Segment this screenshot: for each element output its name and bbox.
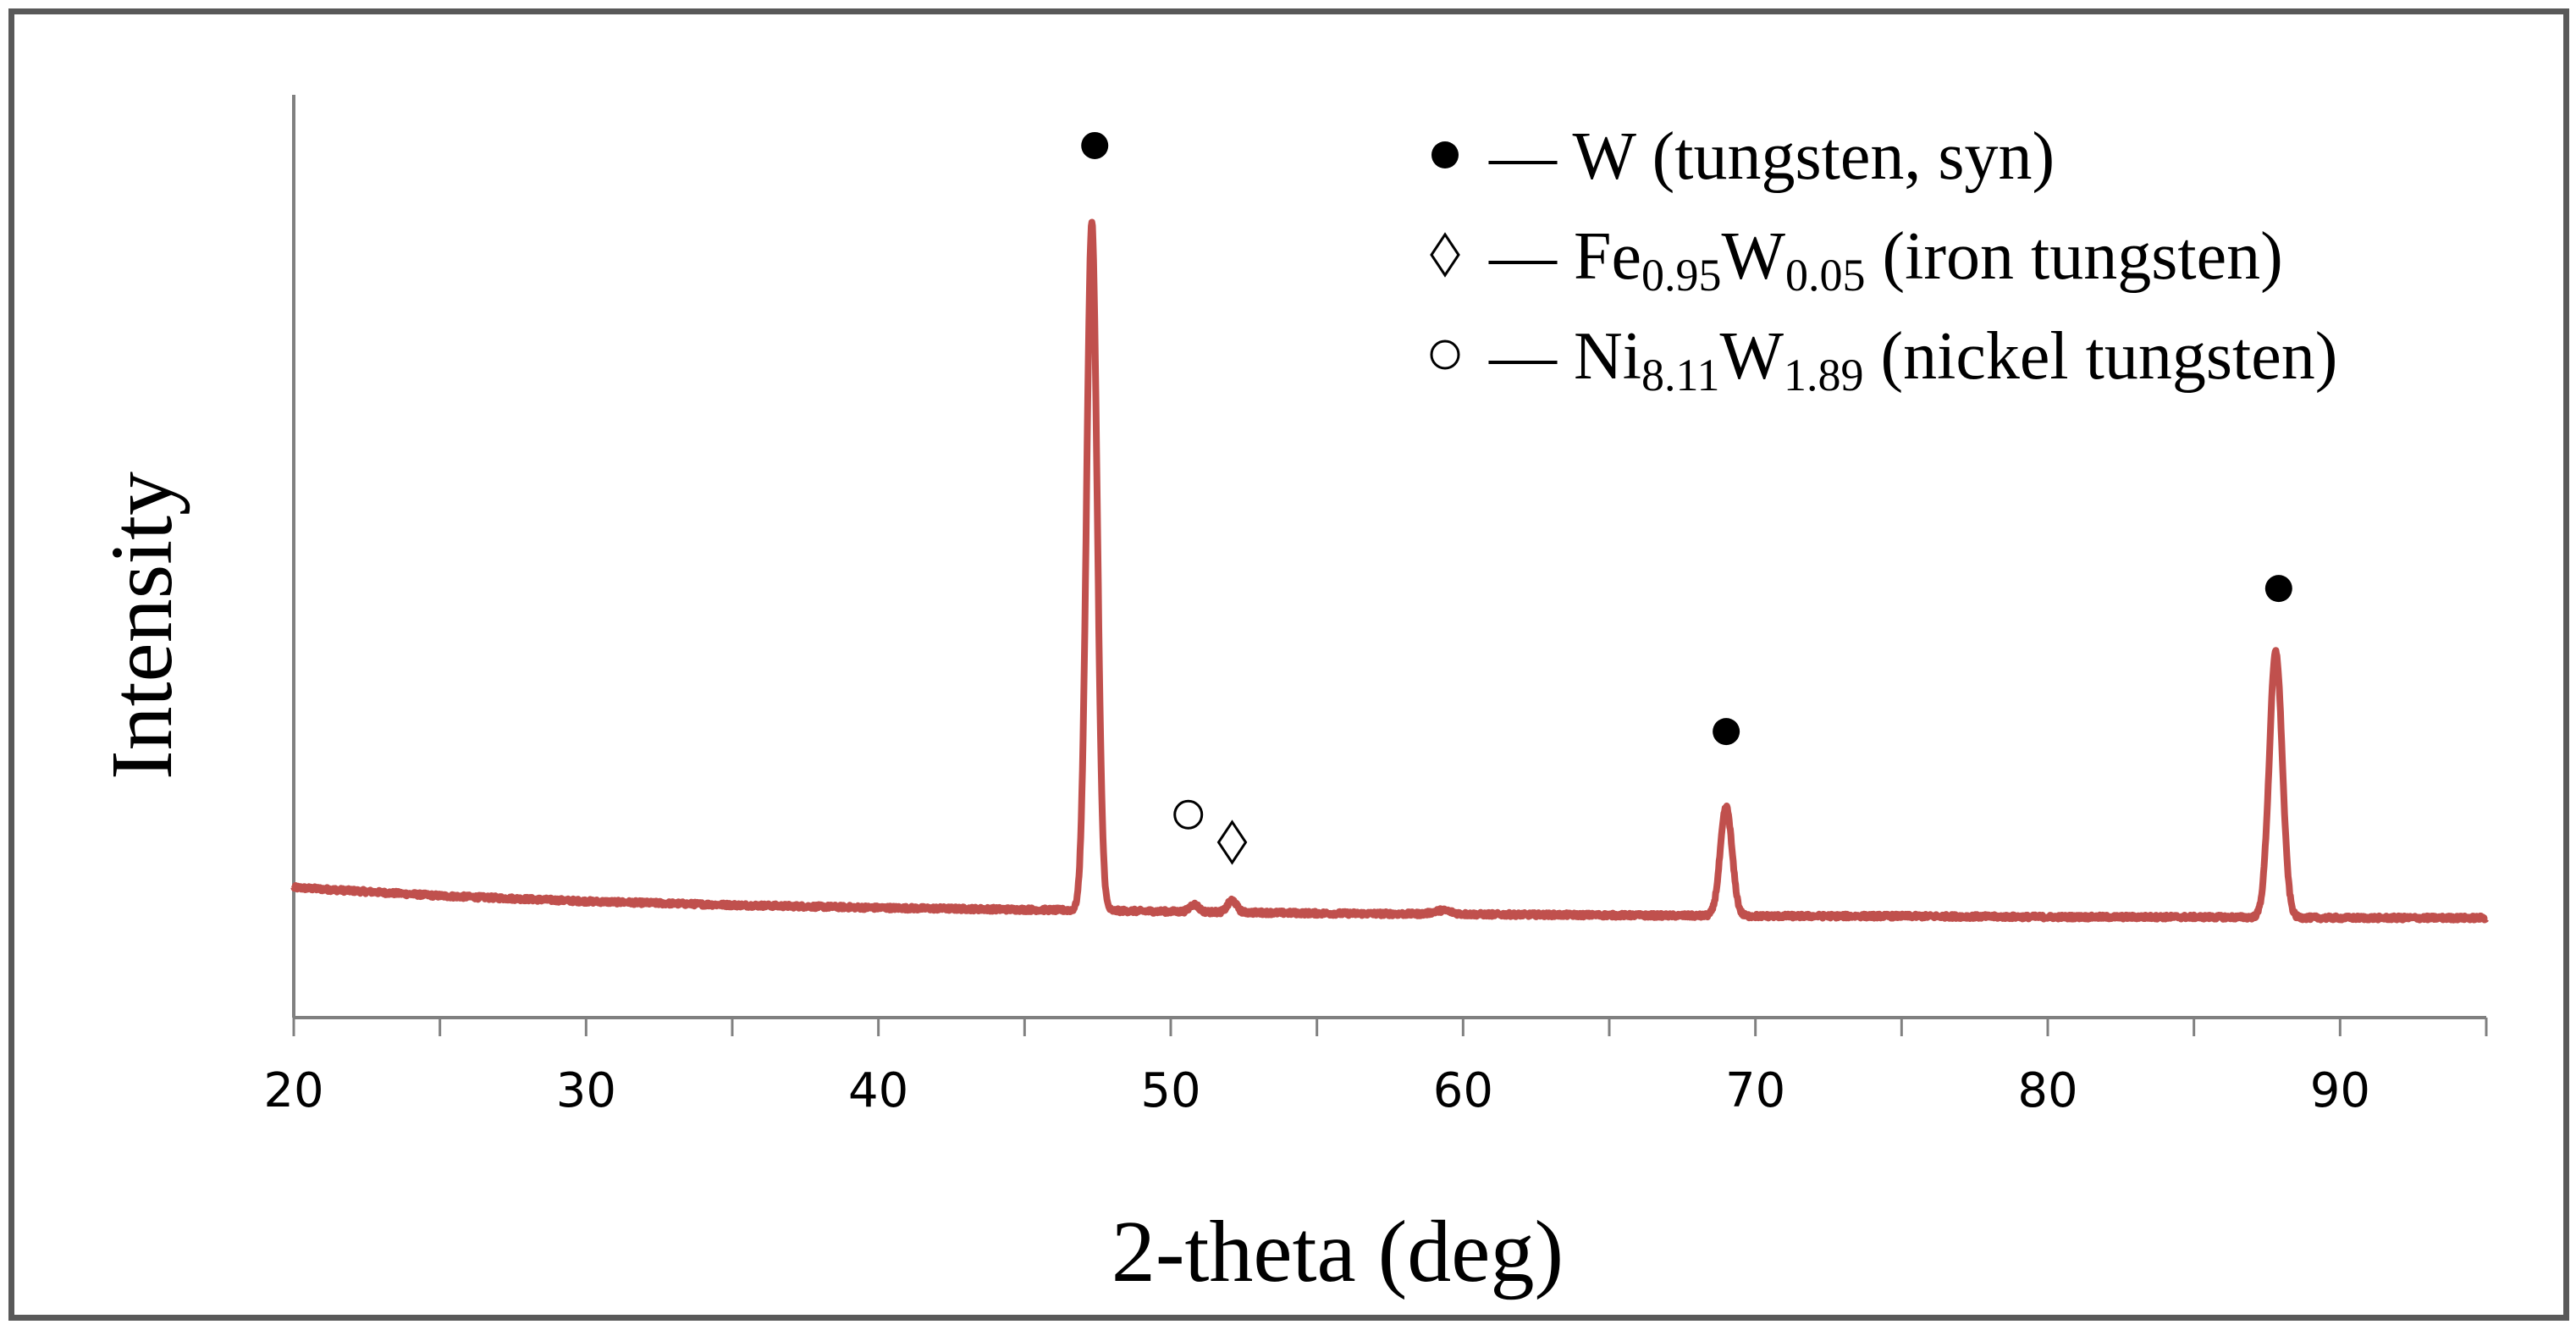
y-axis-title: Intensity (93, 472, 190, 780)
legend-open-circle-icon (1430, 339, 1460, 370)
x-tick-label: 60 (1433, 1063, 1493, 1118)
legend-filled-circle-icon (1431, 141, 1459, 168)
x-tick-label: 90 (2310, 1063, 2370, 1118)
legend-entry-text: — Ni8.11W1.89 (nickel tungsten) (1488, 319, 2337, 400)
x-tick-label: 30 (556, 1063, 616, 1118)
legend-diamond-icon (1430, 232, 1460, 278)
peak-marker-filled-circle (1713, 718, 1740, 746)
peak-marker-diamond (1216, 820, 1248, 865)
x-tick-label: 50 (1140, 1063, 1200, 1118)
legend-entry-text: — Fe0.95W0.05 (iron tungsten) (1488, 219, 2283, 301)
legend-entry-text: — W (tungsten, syn) (1488, 119, 2055, 194)
peak-marker-filled-circle (1081, 131, 1109, 159)
x-tick-label: 20 (263, 1063, 323, 1118)
x-tick-label: 70 (1725, 1063, 1785, 1118)
x-tick-label: 40 (848, 1063, 908, 1118)
xrd-series-line (290, 218, 2490, 924)
peak-marker-open-circle (1173, 799, 1204, 830)
x-axis-title: 2-theta (deg) (1111, 1203, 1564, 1300)
chart-frame: 20 30 40 50 60 70 80 90 — W (tungsten, syn) — Fe… (8, 8, 2569, 1321)
x-tick-label: 80 (2017, 1063, 2077, 1118)
xrd-chart: 20 30 40 50 60 70 80 90 — W (tungsten, syn) — Fe… (93, 95, 2490, 1300)
peak-marker-filled-circle (2264, 575, 2292, 603)
